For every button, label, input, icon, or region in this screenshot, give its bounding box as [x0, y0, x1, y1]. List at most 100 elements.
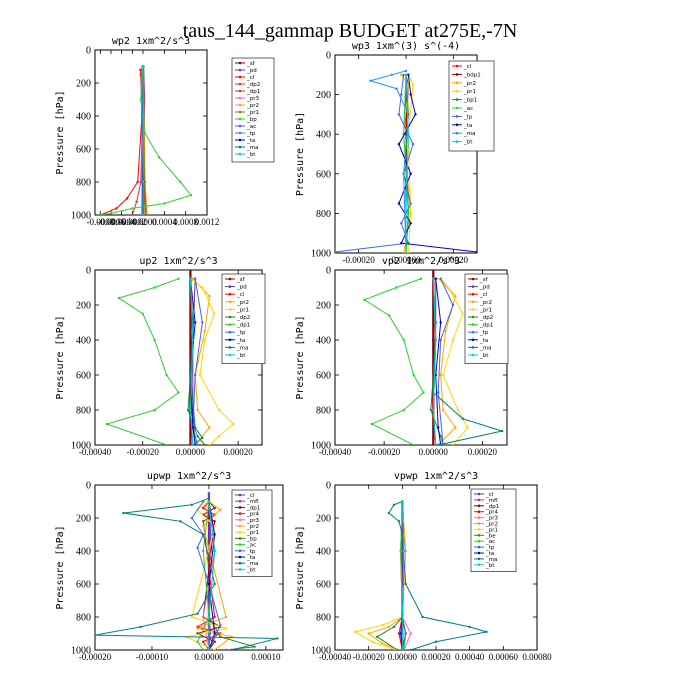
data-point_ac — [399, 549, 402, 553]
legend-label: _ma — [236, 345, 248, 351]
series-line_ma — [368, 70, 409, 253]
data-point_tp — [194, 277, 197, 280]
legend-marker — [238, 103, 242, 107]
data-point_ta — [409, 172, 412, 175]
data-point_ma — [201, 436, 204, 440]
x-tick-label: 0.00020 — [421, 652, 451, 662]
data-point_tp — [201, 321, 204, 324]
y-tick-label: 0 — [326, 481, 331, 492]
x-tick-label: -0.0006 — [97, 217, 125, 227]
y-tick-label: 0 — [86, 481, 91, 492]
data-point_bp — [179, 180, 182, 184]
x-tick-label: -0.00020 — [343, 255, 376, 265]
data-point_dp1 — [153, 338, 156, 342]
panel-title: upwp 1xm^2/s^3 — [147, 471, 231, 482]
x-tick-label: 0.00020 — [224, 447, 254, 457]
data-point_pr2 — [196, 627, 199, 630]
legend-marker — [238, 512, 242, 515]
legend-label: _pr1 — [485, 527, 498, 533]
x-tick-label: -0.00010 — [136, 652, 169, 662]
legend-label: _pd — [246, 68, 257, 74]
legend-label: _ma — [485, 557, 497, 563]
legend-marker — [455, 106, 459, 110]
data-point_bt — [404, 73, 408, 76]
data-point_ta — [213, 533, 216, 536]
legend-marker — [477, 551, 481, 555]
legend-label: _be — [485, 533, 496, 539]
data-point_pr1 — [380, 624, 384, 627]
legend-marker — [455, 64, 459, 68]
legend-label: _cl — [463, 64, 472, 70]
series-line_bt — [405, 74, 409, 253]
y-tick-label: 600 — [76, 145, 91, 156]
legend-marker — [455, 73, 459, 76]
legend-label: _pr2 — [479, 300, 492, 306]
legend-marker — [228, 300, 232, 304]
data-point_pr2 — [404, 549, 407, 553]
series-line_bt — [401, 501, 405, 650]
data-point_dp2 — [131, 213, 134, 215]
data-point_ta — [434, 373, 437, 377]
legend-marker — [238, 530, 242, 534]
series-line_bt — [189, 278, 194, 445]
legend-label: _cl — [236, 292, 245, 298]
data-point_bp — [131, 207, 134, 210]
legend-marker — [238, 543, 242, 546]
data-point_ta — [400, 241, 403, 245]
legend-label: _ta — [485, 551, 494, 557]
data-point_tp — [196, 443, 199, 445]
y-tick-label: 400 — [76, 336, 91, 347]
data-point_cl — [115, 207, 118, 210]
y-tick-label: 200 — [316, 514, 331, 525]
legend-marker — [228, 277, 232, 281]
data-point_bp — [163, 202, 166, 205]
data-point_ma — [95, 633, 97, 637]
data-point_pr2 — [208, 426, 211, 429]
data-point_tp — [451, 303, 455, 307]
plot-frame — [94, 49, 208, 216]
series-group — [99, 65, 193, 215]
legend-marker — [228, 308, 232, 311]
legend: _cl_mfl_dp1_pr4_pr3_pr2_pr1_bp_ac_tp_ta_… — [231, 489, 273, 577]
series-group — [353, 500, 488, 650]
data-point_ta — [475, 250, 477, 253]
data-point_dp1 — [153, 286, 156, 289]
legend-marker — [228, 323, 232, 326]
legend-marker — [238, 561, 242, 565]
legend-marker — [477, 498, 481, 502]
legend-label: _ac — [246, 543, 256, 549]
y-axis-label: Pressure [hPa] — [295, 315, 306, 399]
x-tick-label: 0.00010 — [251, 652, 281, 662]
y-axis-label: Pressure [hPa] — [295, 112, 306, 196]
y-tick-label: 600 — [76, 371, 91, 382]
legend-box — [464, 273, 509, 364]
data-point_pr2 — [224, 615, 228, 619]
data-point_tp — [402, 73, 405, 76]
y-tick-label: 400 — [76, 112, 91, 123]
data-point_tp — [194, 373, 197, 377]
data-point_pr4 — [202, 520, 205, 523]
x-tick-label: 0.00000 — [176, 447, 206, 457]
data-point_bt — [141, 180, 145, 184]
data-point_pr2 — [219, 508, 222, 511]
data-point_ta — [437, 426, 440, 429]
data-point_ta — [439, 321, 442, 324]
legend-label: _ta — [236, 338, 245, 344]
data-point_mfl — [208, 632, 212, 635]
data-point_bt — [401, 500, 404, 503]
legend-marker — [477, 492, 481, 496]
legend-label: _ac — [485, 539, 495, 545]
legend-label: _tp — [485, 545, 495, 551]
data-point_dp1 — [177, 391, 180, 394]
series-line_dp1 — [363, 278, 425, 445]
data-point_ma — [369, 79, 372, 82]
data-point_ta — [194, 321, 197, 324]
series-line_bt — [208, 501, 216, 650]
data-point_ac — [202, 648, 205, 650]
y-tick-label: 800 — [76, 613, 91, 624]
legend-marker — [228, 338, 232, 342]
data-point_ma — [392, 503, 396, 506]
y-tick-label: 800 — [316, 209, 331, 220]
chart-panel-6: vpwp 1xm^2/s^3 Pressure [hPa] 0 200 400 600 80… — [295, 471, 552, 662]
legend-label: _sf — [479, 277, 489, 283]
